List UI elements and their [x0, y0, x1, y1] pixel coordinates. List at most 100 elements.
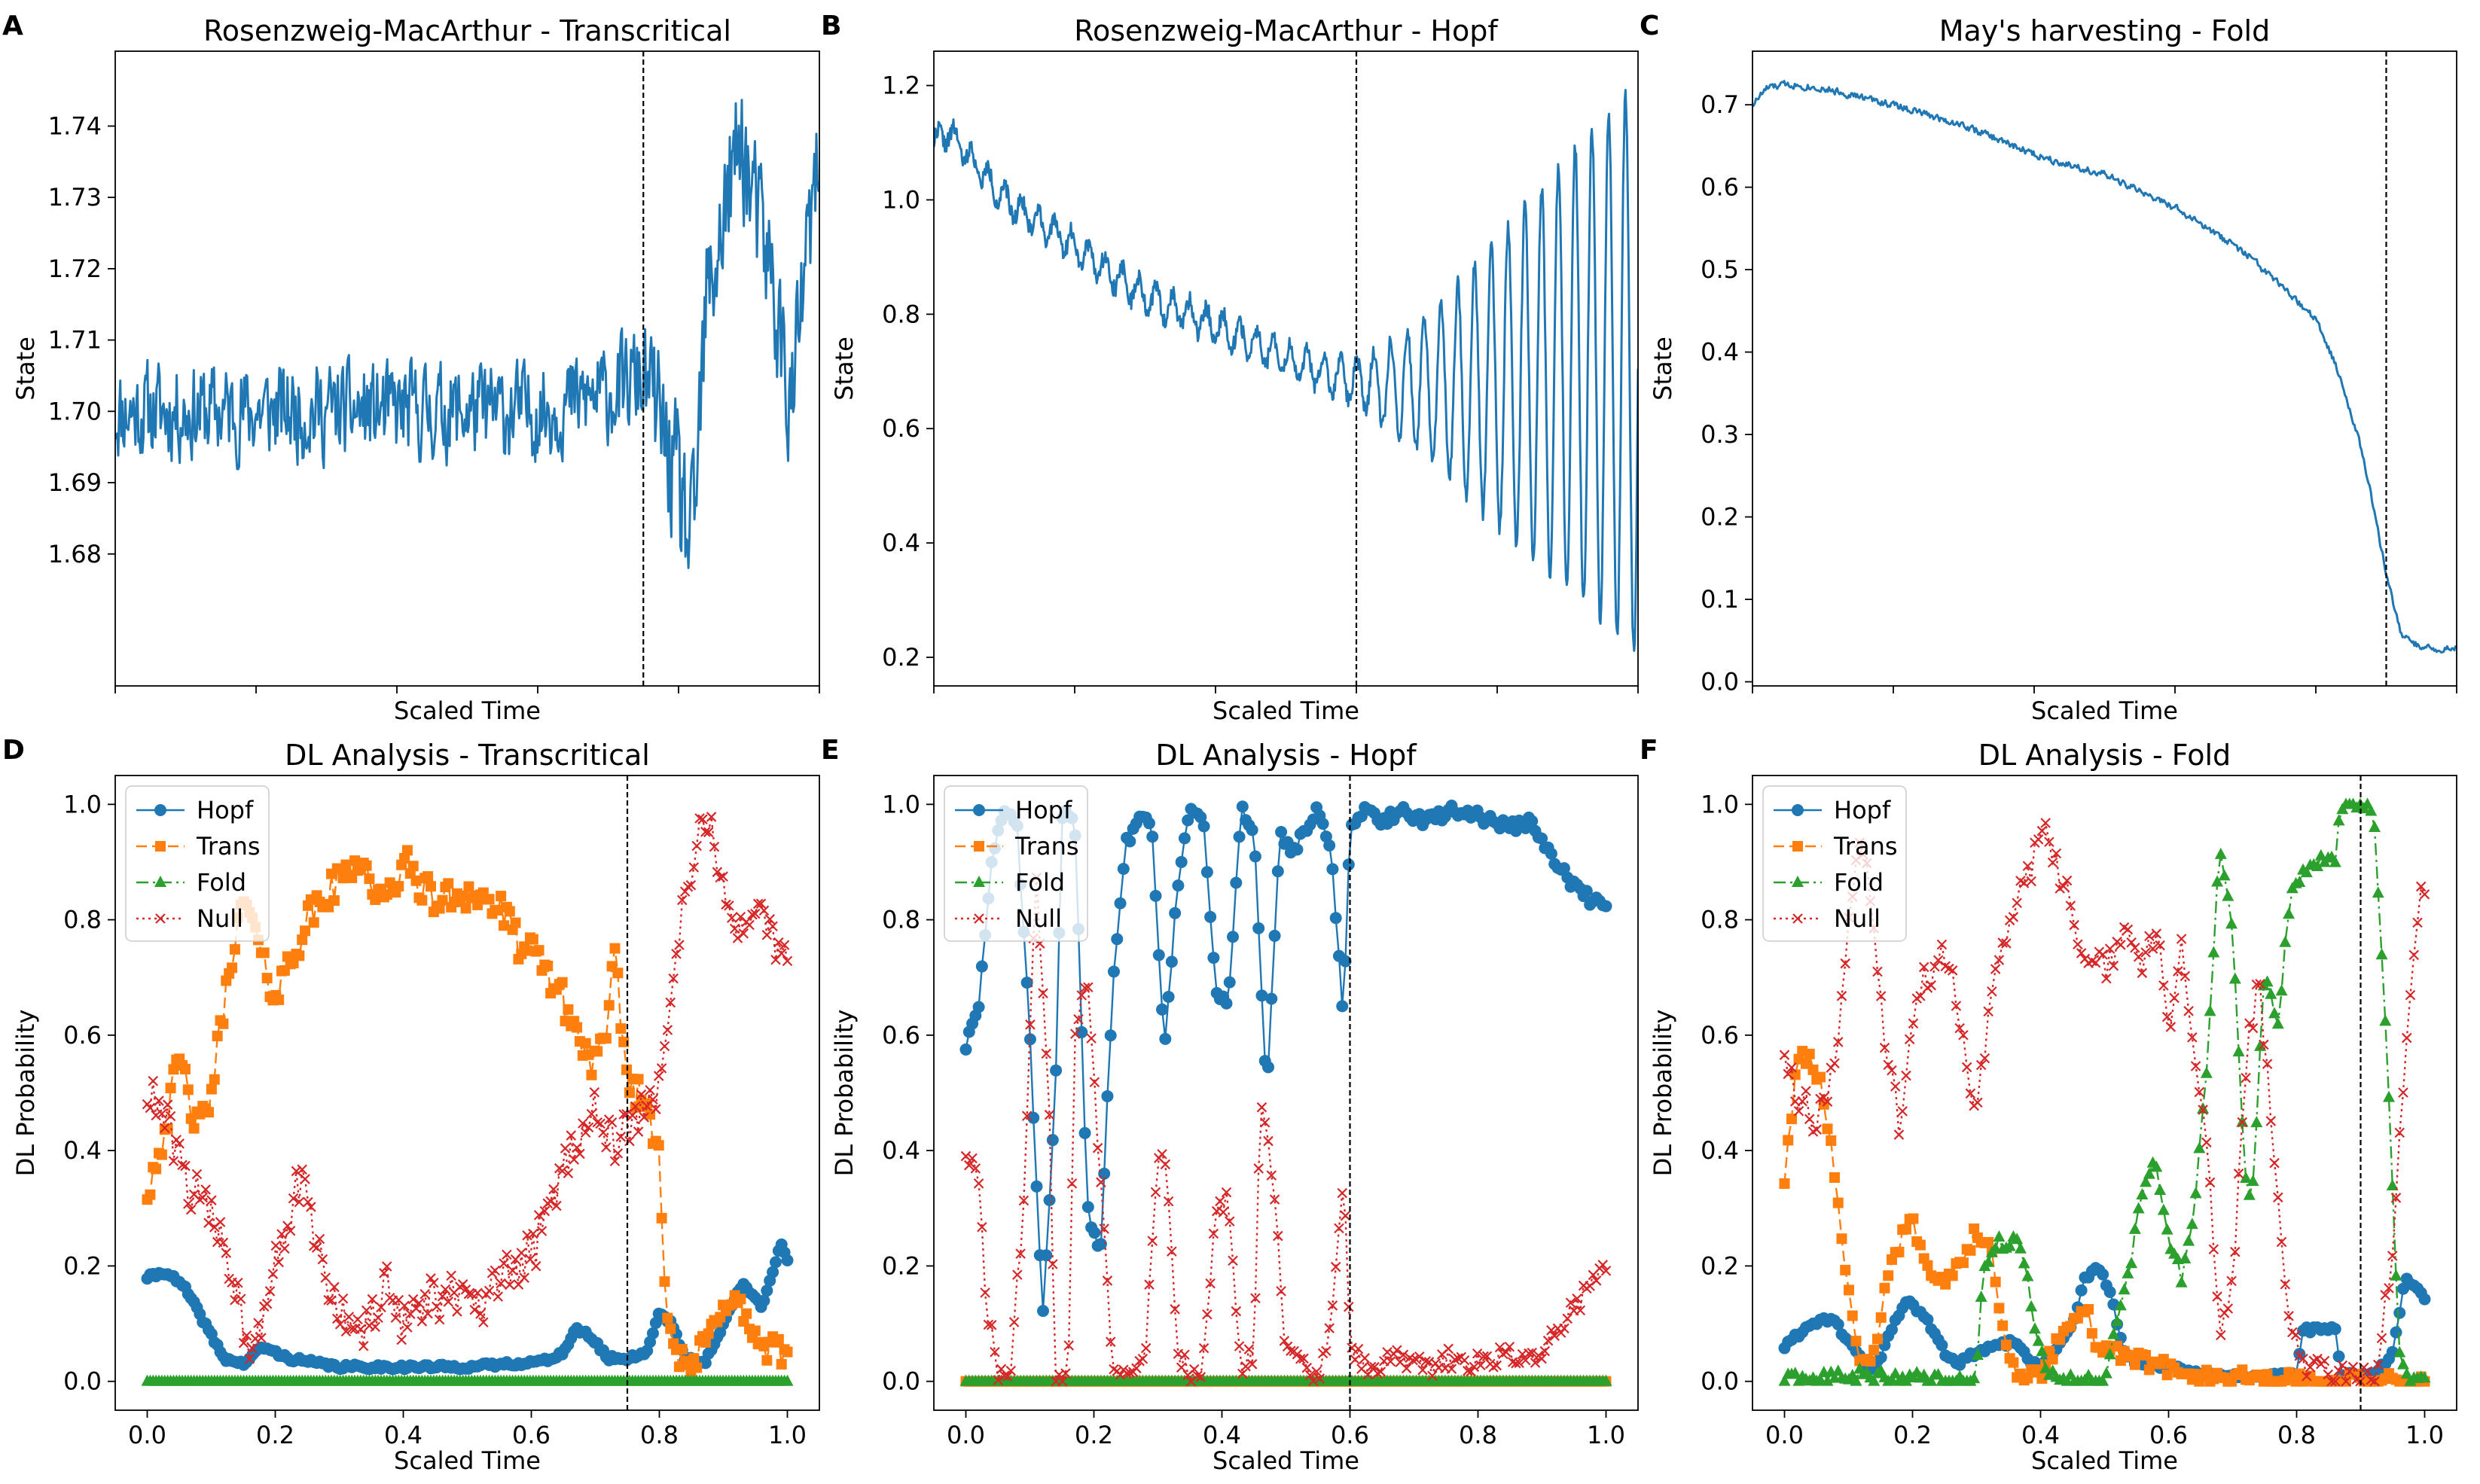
trans-marker: [145, 1189, 156, 1200]
null-marker: [1069, 1028, 1081, 1039]
null-marker: [2194, 1086, 2205, 1098]
fold-marker: [2140, 1175, 2152, 1187]
fold-marker: [2014, 1242, 2027, 1254]
fold-marker: [2271, 1017, 2284, 1029]
hopf-marker: [1336, 1000, 1349, 1013]
trans-marker: [618, 1036, 630, 1047]
null-marker: [303, 1196, 313, 1208]
null-marker: [1375, 1367, 1386, 1377]
x-tick-label: 0.4: [384, 1421, 422, 1449]
trans-marker: [393, 881, 404, 892]
null-marker: [2101, 973, 2112, 984]
trans-marker: [776, 1358, 787, 1370]
fold-marker: [2157, 1203, 2170, 1215]
fold-marker: [2222, 889, 2234, 901]
null-marker: [970, 1163, 981, 1174]
null-marker: [177, 1159, 188, 1171]
fold-marker: [2211, 875, 2224, 887]
null-marker: [507, 1265, 518, 1276]
trans-marker: [1843, 1284, 1854, 1296]
trans-marker: [1822, 1123, 1833, 1135]
trans-marker: [782, 1346, 793, 1358]
trans-marker: [410, 875, 422, 886]
null-marker: [583, 1122, 594, 1133]
y-tick-label: 0.4: [63, 1136, 102, 1165]
null-marker: [676, 894, 688, 906]
fold-marker: [1821, 1374, 1834, 1386]
panel-label: C: [1640, 11, 1659, 41]
null-marker: [703, 827, 714, 838]
null-marker: [580, 1127, 591, 1138]
trans-marker: [422, 871, 434, 882]
hopf-marker: [1262, 1061, 1275, 1074]
null-marker: [1600, 1266, 1612, 1276]
null-marker: [1234, 1341, 1245, 1351]
trans-marker: [1993, 1303, 2005, 1314]
null-marker: [688, 862, 700, 873]
y-tick-label: 0.4: [1701, 1136, 1739, 1165]
y-tick-label: 0.4: [882, 1136, 920, 1165]
series-markers-hopf: [959, 800, 1612, 1318]
null-marker: [674, 940, 685, 950]
null-marker: [323, 1294, 334, 1306]
trans-marker: [297, 934, 308, 946]
fold-marker: [2369, 820, 2381, 832]
null-marker: [536, 1226, 548, 1236]
hopf-marker: [1117, 863, 1130, 876]
fold-marker: [2254, 1039, 2267, 1051]
null-marker: [2173, 966, 2183, 977]
trans-marker: [227, 962, 238, 974]
null-marker: [431, 1301, 442, 1312]
null-marker: [1269, 1194, 1280, 1205]
hopf-marker: [1600, 900, 1612, 913]
null-marker: [446, 1270, 456, 1281]
null-marker: [1311, 1366, 1322, 1377]
null-marker: [2394, 1127, 2405, 1138]
null-marker: [606, 1117, 618, 1128]
legend-label-fold: Fold: [197, 868, 246, 897]
null-marker: [578, 1118, 588, 1129]
hopf-marker: [959, 1043, 972, 1056]
null-marker: [2180, 971, 2191, 982]
hopf-marker: [1194, 811, 1207, 824]
trans-marker: [218, 1018, 229, 1029]
trans-marker: [1957, 1257, 1969, 1269]
null-marker: [326, 1295, 337, 1306]
null-marker: [1340, 1210, 1351, 1221]
y-tick-label: 0.6: [882, 1021, 920, 1050]
null-marker: [1542, 1335, 1554, 1346]
hopf-marker: [1175, 855, 1188, 868]
hopf-marker: [1075, 1025, 1088, 1038]
fold-marker: [2390, 1269, 2402, 1281]
null-marker: [2387, 1251, 2398, 1261]
hopf-marker: [1088, 1227, 1101, 1239]
null-marker: [285, 1225, 296, 1236]
null-marker: [1208, 1228, 1219, 1239]
legend-label-trans: Trans: [1014, 832, 1079, 861]
hopf-marker: [1536, 832, 1548, 845]
trans-marker: [1840, 1264, 1851, 1275]
null-marker: [764, 914, 775, 925]
legend: Hopf Trans Fold Null: [125, 785, 270, 942]
null-marker: [1572, 1294, 1582, 1304]
legend-label-hopf: Hopf: [197, 796, 254, 824]
null-marker: [1160, 1159, 1171, 1170]
null-marker: [197, 1192, 209, 1203]
null-marker: [1559, 1323, 1569, 1334]
null-marker: [2262, 1059, 2273, 1069]
hopf-marker: [1114, 897, 1127, 910]
fold-marker: [1968, 1372, 1981, 1384]
trans-marker: [496, 891, 507, 902]
fold-marker: [2018, 1257, 2030, 1269]
chart-title: DL Analysis - Fold: [1978, 739, 2231, 772]
null-marker: [1292, 1349, 1303, 1360]
trans-marker: [600, 1033, 612, 1044]
hopf-marker: [1081, 1201, 1094, 1214]
y-tick-label: 0.8: [882, 906, 920, 934]
trans-marker: [688, 1353, 700, 1364]
null-marker: [1099, 1223, 1109, 1234]
null-marker: [1044, 1109, 1055, 1120]
null-marker: [180, 1160, 191, 1172]
y-tick-label: 0.2: [882, 1251, 920, 1280]
x-tick-label: 0.0: [1765, 1421, 1804, 1449]
